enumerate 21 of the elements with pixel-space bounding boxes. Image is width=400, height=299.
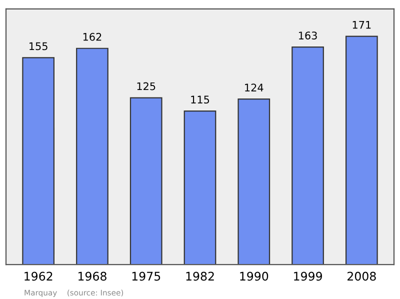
data-label: 124 [245,84,264,92]
data-label: 115 [191,96,210,104]
bar [292,46,324,265]
x-tick-label: 1990 [240,272,268,281]
bar [22,57,55,265]
data-label: 125 [137,82,156,90]
bar [345,36,378,265]
bar [130,97,162,265]
x-tick-label: 1982 [186,272,214,281]
x-tick-label: 1975 [132,272,160,281]
x-tick-label: 2008 [348,272,376,281]
bar [184,110,216,265]
x-tick-label: 1962 [24,272,52,281]
data-label: 155 [30,42,48,50]
data-label: 171 [352,21,371,29]
x-tick-label: 1999 [294,272,322,281]
data-label: 162 [83,32,102,41]
x-tick-label: 1968 [78,272,106,281]
data-label: 163 [298,32,317,40]
bar [76,48,108,265]
bar [238,98,270,265]
